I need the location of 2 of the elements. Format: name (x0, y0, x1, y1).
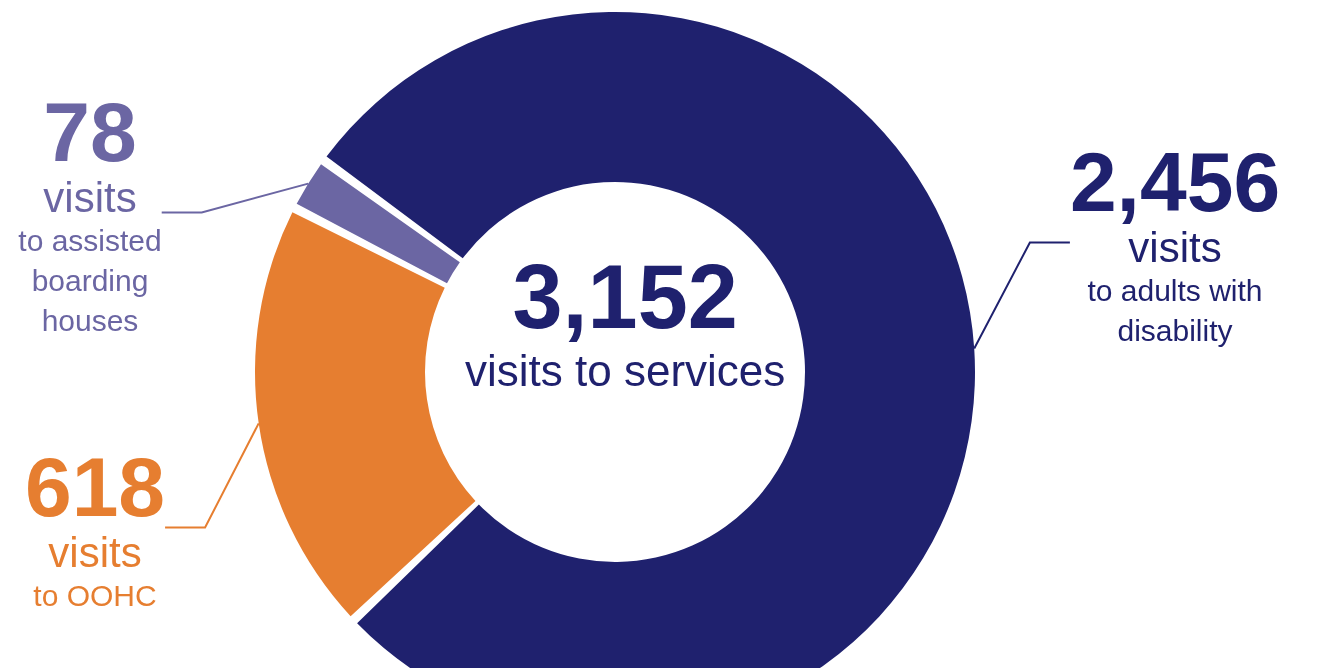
text: visits to services (465, 345, 786, 395)
text: 3,152 (512, 247, 738, 347)
